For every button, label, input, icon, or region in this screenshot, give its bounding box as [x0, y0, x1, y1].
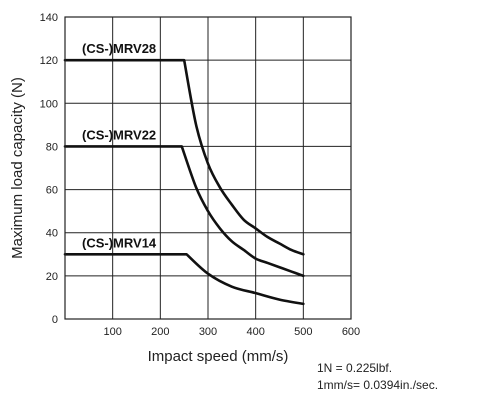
unit-note-force: 1N = 0.225lbf.: [317, 361, 393, 375]
series-labels: (CS-)MRV28 (CS-)MRV22 (CS-)MRV14: [82, 41, 157, 250]
series-label-1: (CS-)MRV28: [82, 41, 156, 56]
series-lines: [63, 58, 305, 306]
y-tick-label-60: 60: [46, 185, 58, 197]
y-tick-label-100: 100: [40, 98, 58, 110]
y-tick-label-40: 40: [46, 228, 58, 240]
x-tick-label-400: 400: [246, 326, 264, 338]
unit-note-speed: 1mm/s= 0.0394in./sec.: [317, 378, 439, 392]
series-line-1: [63, 58, 305, 256]
y-axis-title: Maximum load capacity (N): [9, 77, 26, 259]
x-tick-labels: 100 200 300 400 500 600: [103, 326, 360, 338]
y-tick-label-140: 140: [40, 12, 58, 24]
x-axis-title: Impact speed (mm/s): [148, 348, 289, 365]
y-tick-labels: 0 20 40 60 80 100 120 140: [40, 12, 58, 326]
x-tick-label-200: 200: [151, 326, 169, 338]
series-line-3: [63, 252, 305, 306]
series-line-2: [63, 145, 305, 278]
y-tick-label-120: 120: [40, 55, 58, 67]
x-tick-label-500: 500: [294, 326, 312, 338]
x-tick-label-300: 300: [199, 326, 217, 338]
x-tick-label-600: 600: [342, 326, 360, 338]
x-tick-label-100: 100: [103, 326, 121, 338]
y-tick-label-20: 20: [46, 271, 58, 283]
y-tick-label-0: 0: [52, 314, 58, 326]
y-tick-label-80: 80: [46, 141, 58, 153]
series-label-2: (CS-)MRV22: [82, 127, 156, 142]
series-label-3: (CS-)MRV14: [82, 235, 157, 250]
plot-frame: [64, 16, 352, 320]
